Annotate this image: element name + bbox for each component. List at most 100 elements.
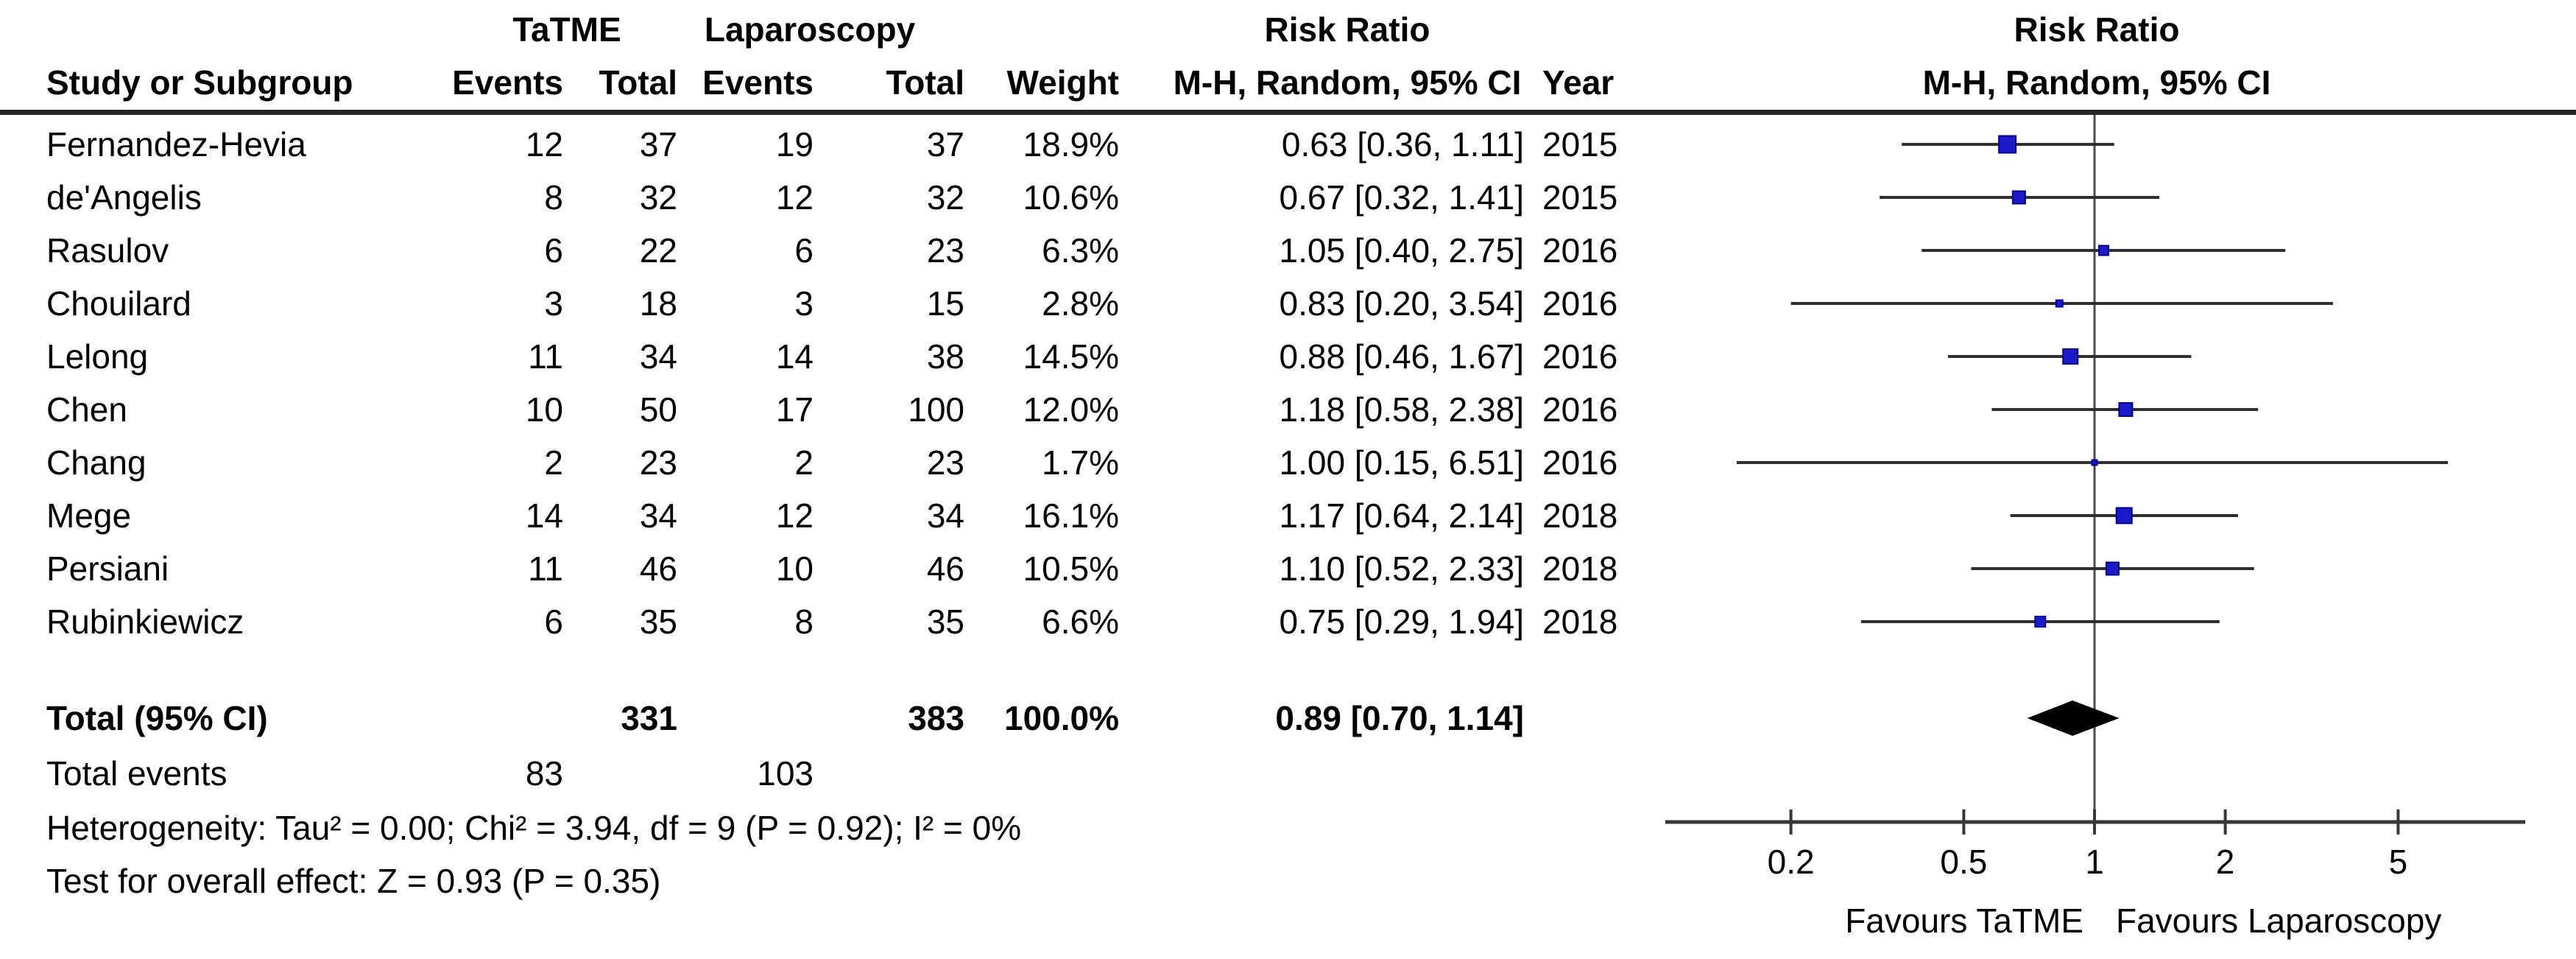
col-header-study: Study or Subgroup [46, 63, 353, 102]
year-value: 2016 [1542, 337, 1618, 376]
effect-square [2034, 616, 2047, 628]
lap-total: 38 [926, 337, 964, 376]
tatme-total: 46 [639, 549, 677, 588]
axis-tick-label: 2 [2216, 843, 2235, 881]
tatme-total: 34 [639, 496, 677, 535]
risk-ratio-ci: 0.63 [0.36, 1.11] [1281, 125, 1524, 164]
col-header-total-tatme: Total [599, 63, 677, 102]
tatme-total: 23 [639, 443, 677, 482]
heterogeneity-note: Heterogeneity: Tau² = 0.00; Chi² = 3.94,… [46, 809, 1022, 847]
axis-tick-label: 5 [2389, 843, 2408, 881]
total-events-tatme: 83 [525, 754, 563, 793]
favours-laparoscopy-label: Favours Laparoscopy [2116, 902, 2442, 940]
risk-ratio-ci: 0.67 [0.32, 1.41] [1279, 178, 1525, 217]
study-name: Chang [46, 443, 147, 482]
risk-ratio-ci: 1.18 [0.58, 2.38] [1279, 390, 1525, 429]
axis-tick-label: 0.2 [1768, 843, 1815, 881]
lap-events: 12 [775, 178, 814, 217]
year-value: 2016 [1542, 231, 1618, 270]
year-value: 2016 [1542, 390, 1618, 429]
total-lap-n: 383 [908, 699, 964, 737]
year-value: 2016 [1542, 443, 1618, 482]
lap-total: 32 [926, 178, 964, 217]
tatme-events: 6 [544, 231, 563, 270]
lap-events: 3 [794, 284, 814, 323]
lap-events: 14 [775, 337, 814, 376]
tatme-events: 11 [528, 549, 563, 588]
total-weight: 100.0% [1003, 699, 1119, 737]
year-value: 2015 [1542, 125, 1618, 164]
total-tatme-n: 331 [621, 699, 677, 737]
col-header-mh-ci: M-H, Random, 95% CI [1173, 63, 1522, 102]
total-events-lap: 103 [757, 754, 814, 793]
lap-total: 23 [926, 443, 964, 482]
favours-tatme-label: Favours TaTME [1845, 902, 2083, 940]
tatme-total: 22 [639, 231, 677, 270]
study-name: Persiani [46, 549, 169, 588]
study-name: Rubinkiewicz [46, 603, 244, 641]
year-value: 2018 [1542, 549, 1618, 588]
lap-total: 46 [926, 549, 964, 588]
axis-tick-label: 0.5 [1940, 843, 1987, 881]
col-header-total-lap: Total [886, 63, 964, 102]
lap-total: 15 [926, 284, 964, 323]
tatme-total: 50 [639, 390, 677, 429]
risk-ratio-ci: 1.10 [0.52, 2.33] [1279, 549, 1525, 588]
year-value: 2018 [1542, 603, 1618, 641]
weight-value: 10.5% [1023, 549, 1119, 588]
risk-ratio-ci: 1.17 [0.64, 2.14] [1279, 496, 1525, 535]
group-header-laparoscopy: Laparoscopy [704, 10, 916, 49]
lap-total: 23 [926, 231, 964, 270]
tatme-total: 34 [639, 337, 677, 376]
weight-value: 1.7% [1042, 443, 1119, 482]
group-header-risk-ratio-plot: Risk Ratio [2014, 10, 2180, 49]
study-name: Rasulov [46, 231, 169, 270]
study-name: Chouilard [46, 284, 191, 323]
total-label: Total (95% CI) [46, 699, 268, 737]
axis-tick-label: 1 [2085, 843, 2104, 881]
weight-value: 6.3% [1042, 231, 1119, 270]
year-value: 2016 [1542, 284, 1618, 323]
risk-ratio-ci: 1.05 [0.40, 2.75] [1279, 231, 1525, 270]
group-header-risk-ratio: Risk Ratio [1264, 10, 1430, 49]
study-name: de'Angelis [46, 178, 202, 217]
effect-square [2118, 402, 2134, 417]
tatme-total: 32 [639, 178, 677, 217]
year-value: 2015 [1542, 178, 1618, 217]
tatme-events: 6 [544, 603, 563, 641]
study-name: Mege [46, 496, 132, 535]
risk-ratio-ci: 0.88 [0.46, 1.67] [1279, 337, 1525, 376]
effect-square [2115, 507, 2133, 524]
risk-ratio-ci: 1.00 [0.15, 6.51] [1279, 443, 1525, 482]
lap-events: 2 [794, 443, 814, 482]
pooled-diamond [2027, 700, 2120, 736]
year-value: 2018 [1542, 496, 1618, 535]
tatme-events: 12 [525, 125, 563, 164]
study-name: Chen [46, 390, 127, 429]
tatme-events: 8 [544, 178, 563, 217]
effect-square [2062, 348, 2079, 365]
study-name: Fernandez-Hevia [46, 125, 306, 164]
tatme-events: 14 [525, 496, 563, 535]
col-header-year: Year [1542, 63, 1615, 102]
tatme-events: 11 [528, 337, 563, 376]
total-risk-ratio-ci: 0.89 [0.70, 1.14] [1275, 699, 1524, 737]
group-header-tatme: TaTME [512, 10, 621, 49]
col-header-events-lap: Events [702, 63, 814, 102]
weight-value: 14.5% [1023, 337, 1119, 376]
tatme-total: 18 [639, 284, 677, 323]
overall-effect-note: Test for overall effect: Z = 0.93 (P = 0… [46, 862, 661, 900]
tatme-events: 2 [544, 443, 563, 482]
lap-total: 35 [926, 603, 964, 641]
weight-value: 12.0% [1023, 390, 1119, 429]
weight-value: 10.6% [1023, 178, 1119, 217]
total-events-label: Total events [46, 754, 227, 793]
lap-events: 12 [775, 496, 814, 535]
effect-square [2011, 190, 2026, 205]
lap-total: 37 [926, 125, 964, 164]
effect-square [2098, 245, 2110, 256]
lap-events: 10 [775, 549, 814, 588]
weight-value: 16.1% [1023, 496, 1119, 535]
tatme-total: 35 [639, 603, 677, 641]
